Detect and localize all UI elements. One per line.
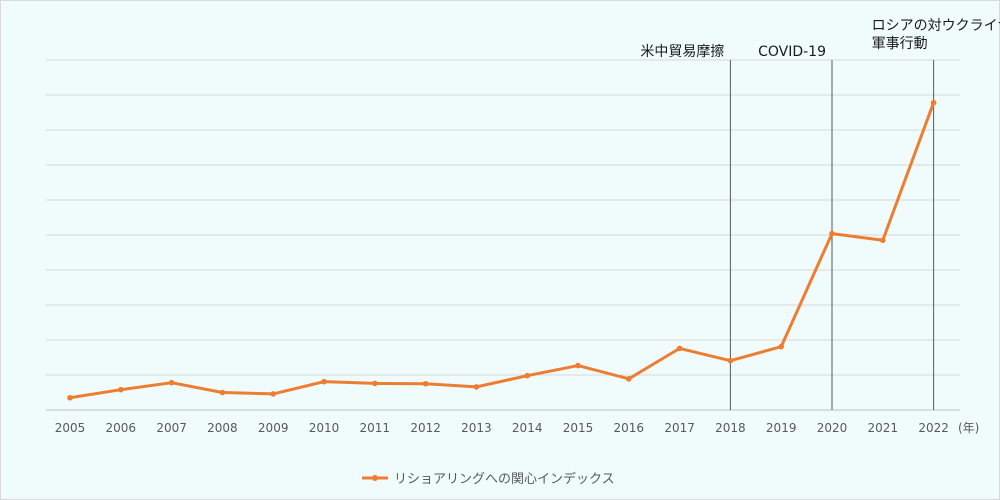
- data-point: [524, 372, 530, 379]
- event-markers: 米中貿易摩擦 COVID-19 ロシアの対ウクライナ軍事行動: [640, 18, 1000, 410]
- x-tick-label: 2005: [55, 421, 86, 435]
- data-point: [118, 386, 124, 393]
- data-point: [727, 357, 734, 364]
- data-point: [372, 380, 378, 387]
- data-point: [422, 380, 429, 387]
- data-point: [575, 362, 581, 369]
- data-point: [219, 389, 226, 396]
- event-label: COVID-19: [758, 44, 826, 60]
- x-tick-label: 2013: [461, 421, 492, 435]
- x-tick-label: 2020: [817, 421, 848, 435]
- gridlines: [46, 59, 960, 411]
- x-tick-label: 2007: [156, 421, 187, 435]
- event-label: ロシアの対ウクライナ軍事行動: [872, 18, 1000, 52]
- x-axis-unit-label: (年): [958, 421, 979, 435]
- x-tick-label: 2010: [309, 421, 340, 435]
- data-point: [880, 237, 886, 244]
- data-point: [67, 394, 73, 401]
- x-tick-label: 2006: [106, 421, 137, 435]
- data-point: [270, 391, 277, 397]
- data-point: [829, 230, 835, 237]
- data-point: [321, 378, 327, 385]
- data-point: [778, 343, 784, 350]
- x-tick-label: 2017: [664, 421, 695, 435]
- x-tick-label: 2008: [207, 421, 238, 435]
- x-axis-ticks: 2005 2006 2007 2008 2009 2010 2011 2012 2013 2014…: [55, 421, 949, 435]
- event-label: 米中貿易摩擦: [640, 43, 724, 60]
- x-tick-label: 2016: [614, 421, 645, 435]
- series-group: [67, 99, 937, 401]
- series-line: [69, 102, 936, 400]
- data-point: [473, 384, 480, 390]
- x-tick-label: 2012: [410, 421, 441, 435]
- data-point: [930, 99, 937, 106]
- x-tick-label: 2018: [715, 421, 746, 435]
- data-point: [626, 376, 632, 382]
- legend: リショアリングへの関心インデックス: [362, 471, 615, 487]
- legend-entry-label: リショアリングへの関心インデックス: [394, 471, 615, 487]
- x-tick-label: 2009: [258, 421, 289, 435]
- x-tick-label: 2014: [512, 421, 543, 435]
- x-tick-label: 2015: [563, 421, 594, 435]
- x-tick-label: 2019: [766, 421, 797, 435]
- data-point: [676, 345, 683, 352]
- legend-marker-swatch: [372, 475, 378, 481]
- x-tick-label: 2021: [868, 421, 899, 435]
- data-point: [168, 379, 175, 386]
- x-tick-label: 2022: [918, 421, 949, 435]
- x-tick-label: 2011: [360, 421, 391, 435]
